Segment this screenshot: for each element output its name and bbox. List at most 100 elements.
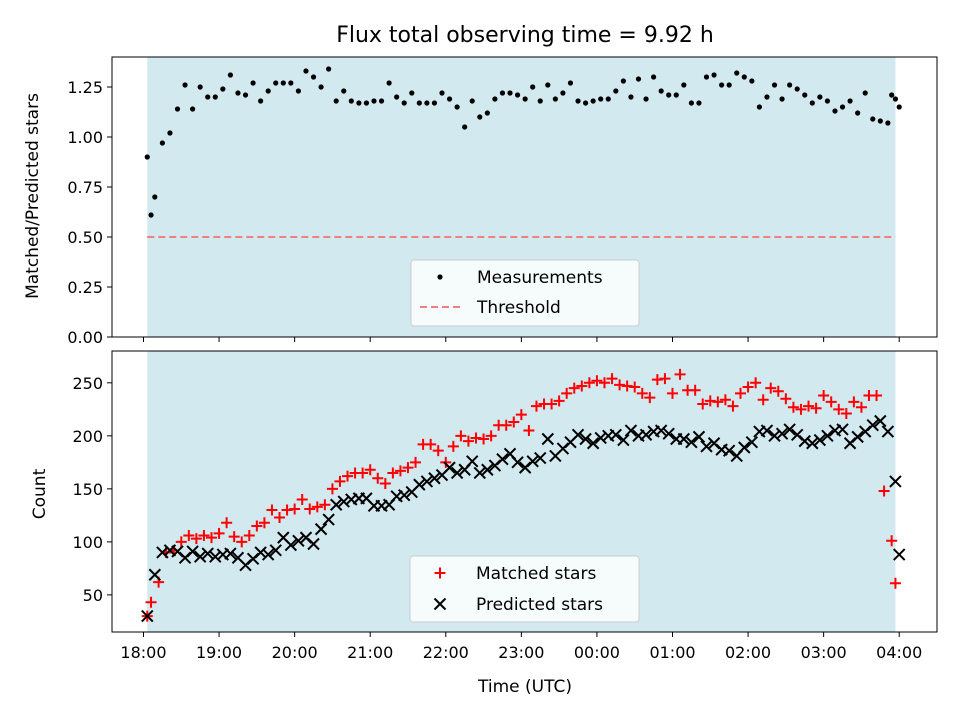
measurement-point <box>356 100 362 106</box>
y-tick-label: 100 <box>72 533 103 552</box>
predicted-point <box>768 429 781 443</box>
measurement-point <box>333 98 339 104</box>
matched-point <box>319 499 331 511</box>
x-tick-label: 18:00 <box>120 643 166 662</box>
measurement-point <box>310 74 317 80</box>
measurement-point <box>590 98 596 104</box>
measurement-point <box>303 68 309 74</box>
matched-point <box>364 464 376 476</box>
legend-label-matched: Matched stars <box>476 564 596 584</box>
matched-point <box>621 380 633 392</box>
matched-point <box>311 501 323 513</box>
matched-point <box>606 373 618 385</box>
predicted-point <box>473 466 486 480</box>
measurement-point <box>896 104 902 110</box>
matched-point <box>289 503 301 515</box>
predicted-point <box>329 498 343 511</box>
measurement-point <box>545 82 551 88</box>
measurement-point <box>152 194 158 200</box>
measurement-point <box>711 72 717 78</box>
measurement-point <box>205 94 211 100</box>
measurement-point <box>484 110 490 116</box>
x-tick-label: 04:00 <box>876 643 922 662</box>
y-tick-label: 150 <box>72 480 103 499</box>
predicted-point <box>639 428 653 441</box>
matched-point <box>644 392 656 404</box>
predicted-point <box>722 444 736 457</box>
matched-point <box>750 377 762 389</box>
measurement-point <box>613 88 619 94</box>
predicted-point <box>692 430 706 444</box>
predicted-point <box>866 419 879 432</box>
measurement-point <box>582 100 589 106</box>
measurement-point <box>197 84 203 90</box>
measurement-point <box>144 154 150 160</box>
y-tick-label: 0.50 <box>67 228 103 247</box>
matched-point <box>889 577 901 589</box>
matched-point <box>719 394 731 406</box>
measurement-point <box>802 92 808 98</box>
matched-point <box>228 531 240 543</box>
matched-point <box>795 403 807 415</box>
measurement-point <box>696 100 702 106</box>
matched-point <box>787 401 799 413</box>
predicted-point <box>677 432 691 446</box>
x-tick-label: 03:00 <box>801 643 847 662</box>
matched-point <box>780 393 792 405</box>
matched-point <box>274 511 286 523</box>
legend-predicted-marker <box>433 597 447 611</box>
matched-point <box>825 396 837 408</box>
legend-matched-marker <box>434 567 446 579</box>
measurement-point <box>250 80 256 86</box>
predicted-point <box>398 489 411 502</box>
legend-measurement-marker <box>437 274 443 280</box>
matched-point <box>183 530 195 542</box>
x-tick-label: 00:00 <box>574 643 620 662</box>
matched-point <box>803 400 815 412</box>
bottom-legend: Matched stars Predicted stars <box>409 555 640 623</box>
matched-point <box>462 435 474 447</box>
matched-point <box>266 504 278 516</box>
matched-point <box>500 419 512 431</box>
matched-point <box>485 430 497 442</box>
matched-point <box>440 456 452 468</box>
predicted-point <box>775 427 789 440</box>
measurement-point <box>756 104 763 110</box>
matched-point <box>583 377 595 389</box>
matched-point <box>735 387 747 399</box>
predicted-point <box>760 424 774 437</box>
matched-point <box>712 396 724 408</box>
x-tick-label: 02:00 <box>725 643 771 662</box>
measurement-point <box>889 92 895 98</box>
measurement-point <box>363 100 370 106</box>
measurement-point <box>386 80 392 86</box>
legend-label-measurements: Measurements <box>477 268 603 288</box>
measurement-point <box>537 98 543 104</box>
measurement-point <box>182 82 188 88</box>
matched-point <box>530 400 542 412</box>
y-tick-label: 0.25 <box>67 278 103 297</box>
matched-point <box>236 536 248 548</box>
predicted-point <box>193 550 207 563</box>
measurement-point <box>348 98 354 104</box>
measurement-point <box>824 98 831 104</box>
measurement-point <box>492 96 498 102</box>
predicted-point <box>186 545 199 558</box>
y-tick-label: 0.75 <box>67 178 103 197</box>
x-tick-label: 20:00 <box>272 643 318 662</box>
matched-point <box>425 438 437 450</box>
measurement-point <box>620 78 626 84</box>
measurement-point <box>703 74 710 80</box>
matched-point <box>251 520 263 532</box>
measurement-point <box>220 86 226 92</box>
matched-point <box>651 374 663 386</box>
matched-point <box>568 382 580 394</box>
measurement-point <box>174 106 181 112</box>
measurement-point <box>167 130 173 136</box>
measurement-point <box>446 96 453 102</box>
predicted-point <box>428 472 441 485</box>
matched-point <box>326 483 338 495</box>
matched-point <box>281 504 293 516</box>
predicted-point <box>511 456 524 469</box>
matched-point <box>840 408 852 420</box>
